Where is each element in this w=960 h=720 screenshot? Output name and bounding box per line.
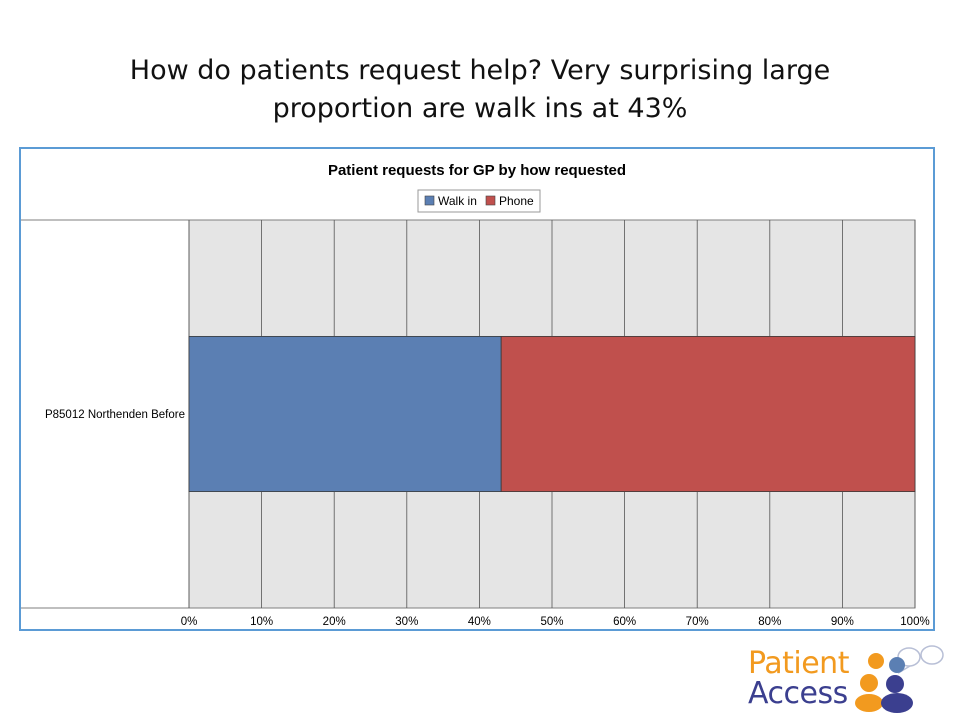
x-tick-label-10: 100% xyxy=(900,616,929,628)
legend-label-1: Phone xyxy=(499,194,534,208)
chart-title: Patient requests for GP by how requested xyxy=(328,162,626,179)
category-label-0: P85012 Northenden Before xyxy=(45,409,185,421)
chart-frame: Patient requests for GP by how requested… xyxy=(19,147,935,631)
x-tick-label-7: 70% xyxy=(686,616,709,628)
stacked-bar-chart: Patient requests for GP by how requested… xyxy=(21,162,930,628)
x-tick-label-0: 0% xyxy=(181,616,198,628)
x-tick-label-3: 30% xyxy=(395,616,418,628)
logo-people-icon xyxy=(855,645,944,713)
x-tick-label-1: 10% xyxy=(250,616,273,628)
patient-access-logo: Patient Access xyxy=(748,645,944,715)
x-tick-label-6: 60% xyxy=(613,616,636,628)
legend-swatch-1 xyxy=(485,195,496,206)
bar-phone xyxy=(500,335,916,492)
logo-word-patient: Patient xyxy=(748,646,849,681)
x-tick-label-8: 80% xyxy=(758,616,781,628)
legend-box xyxy=(417,189,541,213)
logo-word-access: Access xyxy=(748,676,848,711)
bar-walk-in xyxy=(188,335,502,492)
legend-label-0: Walk in xyxy=(438,194,477,208)
slide-title: How do patients request help? Very surpr… xyxy=(40,52,920,128)
x-tick-label-9: 90% xyxy=(831,616,854,628)
x-tick-label-5: 50% xyxy=(540,616,563,628)
x-tick-label-4: 40% xyxy=(468,616,491,628)
slide-title-line-2: proportion are walk ins at 43% xyxy=(272,93,688,124)
x-tick-label-2: 20% xyxy=(323,616,346,628)
slide-title-line-1: How do patients request help? Very surpr… xyxy=(129,55,831,86)
legend-swatch-0 xyxy=(424,195,435,206)
